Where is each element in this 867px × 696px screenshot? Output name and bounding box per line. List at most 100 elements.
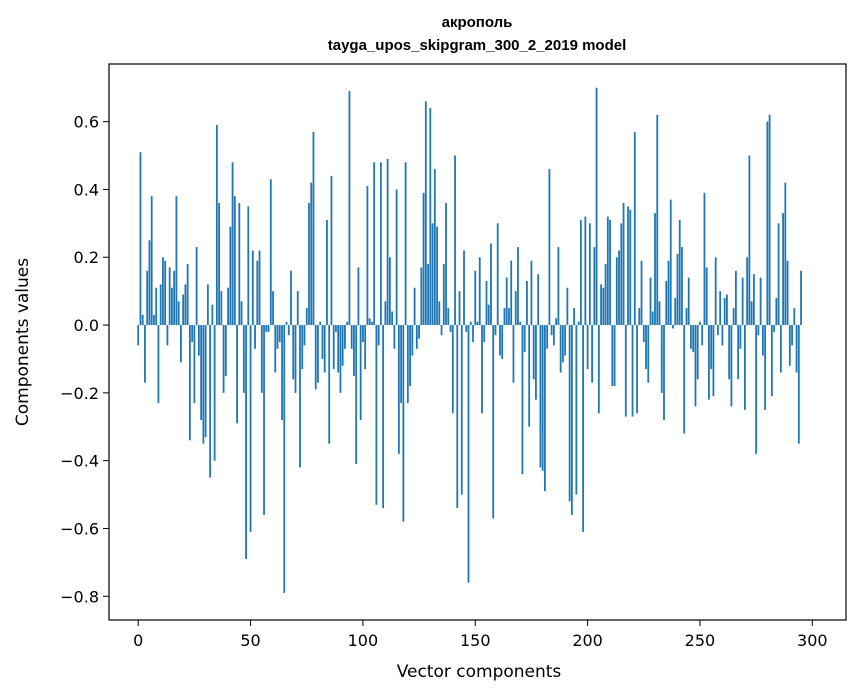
- bar-254: [708, 325, 710, 400]
- bar-96: [353, 325, 355, 376]
- bar-13: [166, 325, 169, 346]
- bar-229: [651, 311, 654, 326]
- bar-279: [764, 325, 767, 410]
- bar-117: [400, 325, 402, 404]
- bar-105: [373, 162, 376, 326]
- x-tick-label: 100: [348, 631, 379, 650]
- bar-223: [638, 308, 641, 326]
- bar-111: [386, 158, 389, 326]
- bar-38: [222, 325, 225, 393]
- bar-276: [757, 325, 760, 336]
- bar-150: [474, 270, 477, 326]
- x-tick-label: 300: [797, 631, 828, 650]
- bar-69: [292, 325, 295, 380]
- bar-263: [728, 325, 731, 380]
- bar-291: [791, 325, 793, 346]
- bar-281: [768, 114, 771, 326]
- bar-34: [213, 325, 216, 461]
- bar-77: [310, 182, 313, 326]
- bar-28: [200, 325, 203, 420]
- chart-subtitle: tayga_upos_skipgram_300_2_2019 model: [328, 37, 627, 54]
- bar-58: [267, 325, 270, 332]
- bar-124: [415, 325, 418, 349]
- bar-68: [290, 270, 292, 326]
- bar-59: [269, 179, 272, 326]
- bar-251: [701, 325, 704, 346]
- bar-136: [442, 264, 445, 326]
- bar-2: [141, 314, 144, 326]
- bar-23: [188, 325, 191, 441]
- bar-268: [739, 325, 742, 349]
- bar-93: [346, 321, 349, 326]
- bar-168: [514, 291, 517, 326]
- bar-83: [323, 325, 326, 373]
- bar-195: [575, 325, 578, 495]
- bar-80: [317, 325, 319, 383]
- bar-119: [404, 162, 407, 326]
- bar-158: [492, 325, 495, 519]
- x-tick-label: 200: [572, 631, 603, 650]
- bar-72: [299, 325, 301, 468]
- bar-242: [681, 247, 683, 326]
- bar-218: [627, 206, 629, 326]
- bar-216: [622, 203, 625, 326]
- bar-112: [388, 257, 391, 326]
- bar-172: [523, 325, 526, 353]
- bar-233: [660, 325, 663, 393]
- bar-15: [171, 287, 173, 326]
- bar-46: [240, 301, 243, 326]
- bar-126: [420, 267, 423, 326]
- bar-14: [168, 267, 171, 326]
- x-tick-label: 150: [460, 631, 491, 650]
- bar-179: [539, 325, 542, 468]
- bar-236: [667, 260, 670, 326]
- bar-159: [494, 325, 497, 336]
- bar-17: [175, 196, 178, 326]
- bar-25: [193, 325, 196, 404]
- bar-253: [705, 267, 708, 326]
- bar-134: [438, 301, 441, 326]
- bar-237: [669, 199, 672, 326]
- bar-19: [180, 325, 182, 363]
- bar-264: [730, 325, 733, 407]
- bar-118: [402, 325, 405, 522]
- bar-160: [496, 223, 499, 326]
- bar-260: [721, 325, 724, 346]
- bar-169: [517, 247, 519, 326]
- bar-22: [186, 264, 189, 326]
- bar-244: [685, 308, 688, 326]
- bar-27: [197, 325, 200, 356]
- bar-7: [153, 314, 155, 326]
- bar-156: [487, 304, 490, 326]
- bar-222: [636, 325, 638, 414]
- plot-frame: [108, 63, 847, 621]
- bar-266: [735, 270, 737, 326]
- bar-87: [332, 325, 335, 370]
- bar-200: [586, 325, 589, 370]
- bar-18: [177, 301, 180, 326]
- bar-220: [631, 325, 634, 417]
- bar-12: [164, 260, 167, 326]
- bar-294: [797, 325, 800, 444]
- x-axis: 0 50 100 150 200 250 300: [133, 620, 828, 650]
- bar-221: [633, 131, 636, 326]
- bar-40: [227, 287, 229, 326]
- bar-6: [150, 196, 153, 326]
- bar-60: [272, 291, 274, 326]
- bar-243: [683, 325, 686, 434]
- bar-104: [370, 321, 373, 326]
- bar-193: [570, 325, 573, 515]
- bar-155: [485, 280, 488, 326]
- bar-257: [714, 257, 717, 326]
- bar-176: [532, 325, 535, 380]
- bar-33: [211, 304, 214, 326]
- bar-219: [629, 209, 632, 326]
- bar-51: [251, 250, 254, 326]
- bar-1: [139, 152, 142, 326]
- bar-138: [447, 308, 450, 326]
- bar-125: [418, 325, 420, 339]
- bar-283: [773, 325, 775, 332]
- bar-5: [148, 240, 151, 326]
- bar-50: [249, 325, 252, 532]
- bar-67: [287, 325, 290, 336]
